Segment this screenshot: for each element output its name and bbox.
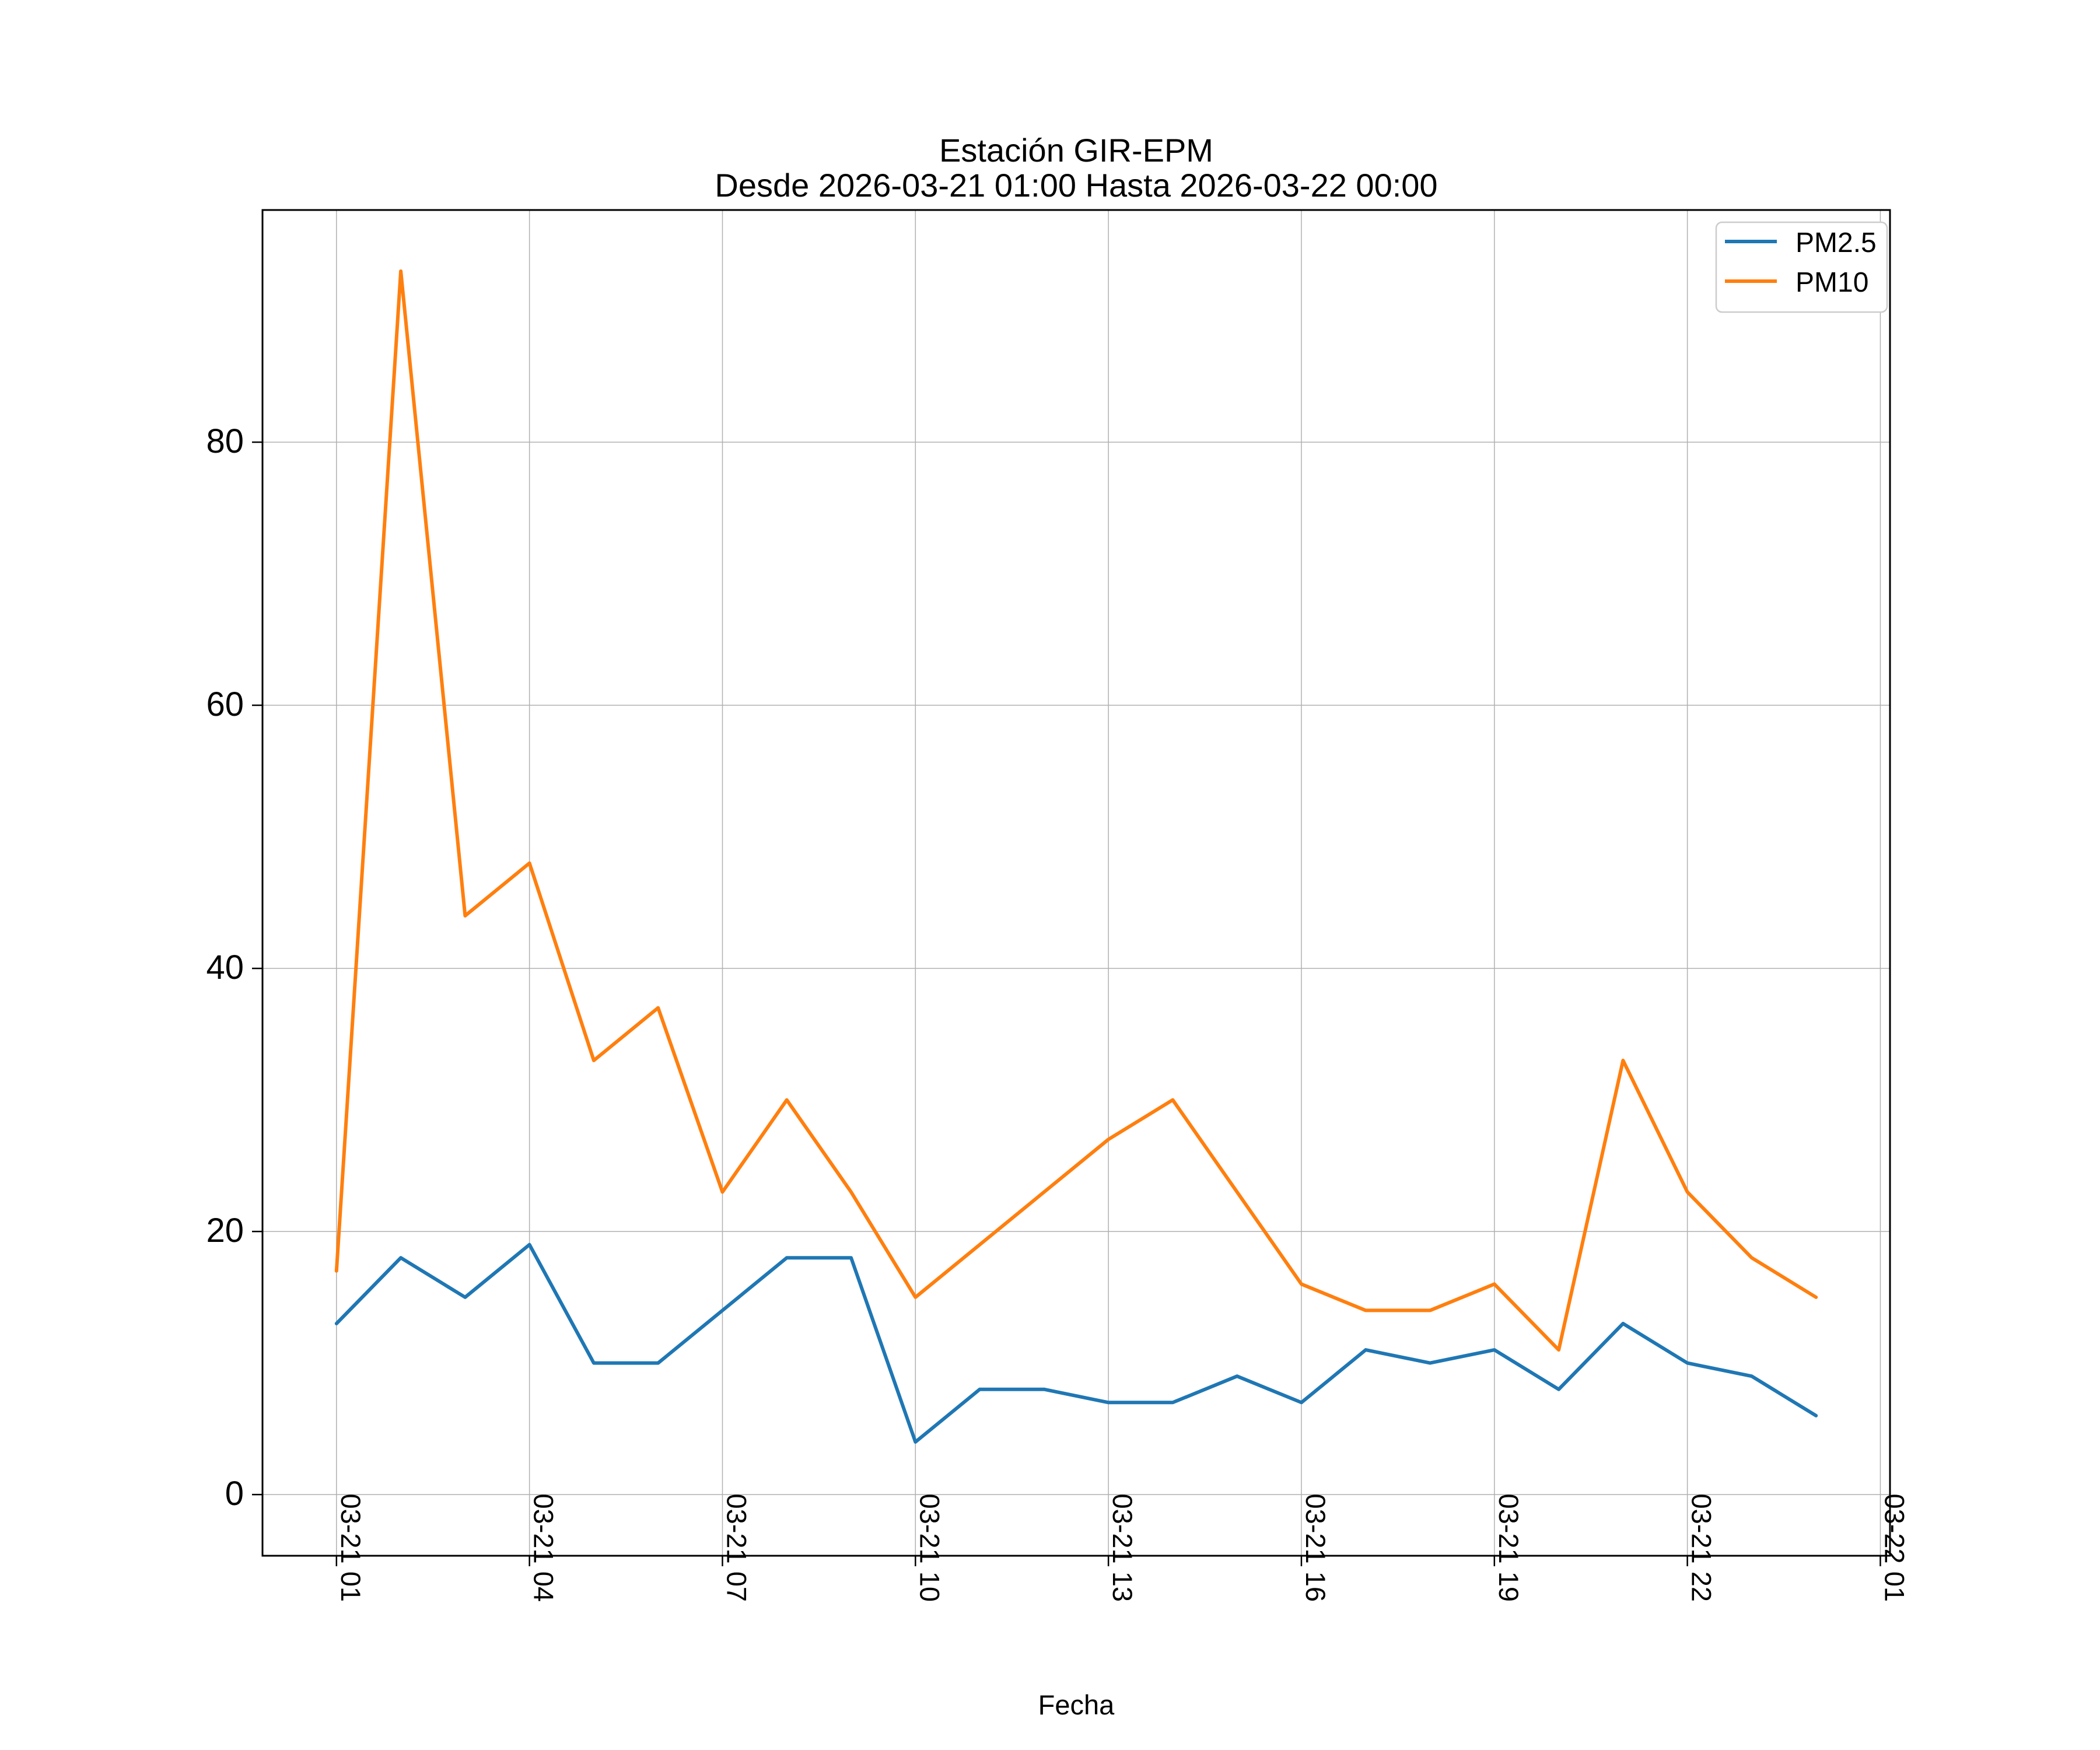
svg-text:03-21 01: 03-21 01 xyxy=(335,1493,366,1602)
svg-text:0: 0 xyxy=(225,1475,244,1513)
svg-text:60: 60 xyxy=(206,685,244,723)
svg-text:Desde 2026-03-21 01:00 Hasta 2: Desde 2026-03-21 01:00 Hasta 2026-03-22 … xyxy=(715,167,1437,204)
svg-text:03-21 16: 03-21 16 xyxy=(1300,1493,1331,1602)
svg-text:40: 40 xyxy=(206,949,244,986)
svg-text:03-22 01: 03-22 01 xyxy=(1879,1493,1910,1602)
svg-text:03-21 10: 03-21 10 xyxy=(914,1493,945,1602)
svg-text:Fecha: Fecha xyxy=(1038,1689,1115,1720)
svg-text:03-21 07: 03-21 07 xyxy=(721,1493,752,1602)
svg-text:03-21 22: 03-21 22 xyxy=(1686,1493,1717,1602)
svg-text:03-21 13: 03-21 13 xyxy=(1107,1493,1138,1602)
svg-text:PM10: PM10 xyxy=(1796,267,1868,298)
svg-text:03-21 04: 03-21 04 xyxy=(528,1493,559,1602)
svg-text:Estación GIR-EPM: Estación GIR-EPM xyxy=(939,132,1213,169)
svg-text:PM2.5: PM2.5 xyxy=(1796,228,1877,258)
svg-text:20: 20 xyxy=(206,1212,244,1250)
svg-text:80: 80 xyxy=(206,422,244,460)
svg-text:03-21 19: 03-21 19 xyxy=(1493,1493,1524,1602)
